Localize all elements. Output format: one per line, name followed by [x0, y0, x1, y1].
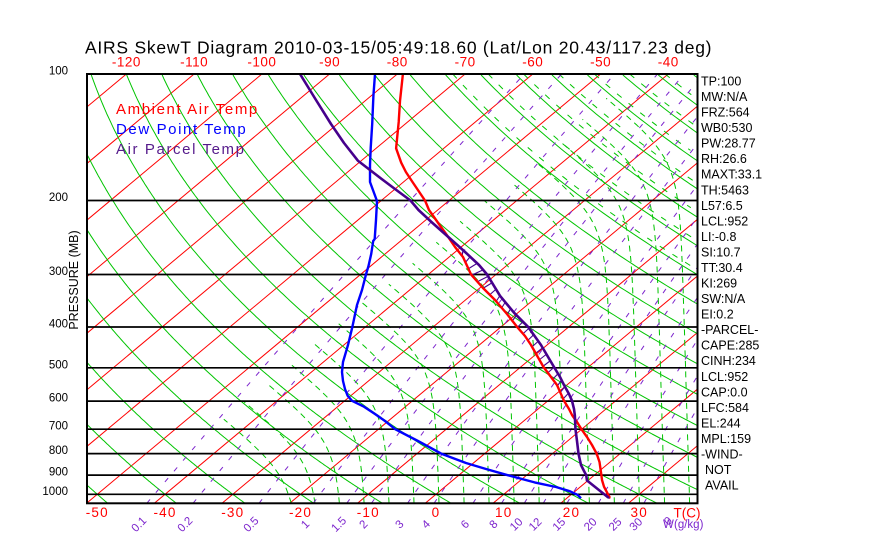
- svg-text:MW:N/A: MW:N/A: [701, 90, 748, 104]
- svg-text:TT:30.4: TT:30.4: [701, 261, 743, 275]
- svg-text:SI:10.7: SI:10.7: [701, 245, 741, 259]
- svg-text:200: 200: [49, 192, 68, 204]
- svg-text:TH:5463: TH:5463: [701, 183, 749, 197]
- svg-text:T(C): T(C): [674, 506, 701, 521]
- svg-text:MAXT:33.1: MAXT:33.1: [701, 168, 762, 182]
- svg-text:700: 700: [49, 421, 68, 433]
- svg-text:AIRS SkewT Diagram 2010-03-15/: AIRS SkewT Diagram 2010-03-15/05:49:18.6…: [85, 38, 712, 58]
- svg-text:-120: -120: [112, 55, 141, 70]
- svg-text:LFC:584: LFC:584: [701, 401, 749, 415]
- svg-text:EL:244: EL:244: [701, 416, 741, 430]
- svg-text:-50: -50: [590, 55, 611, 70]
- svg-text:Air Parcel Temp: Air Parcel Temp: [116, 141, 246, 158]
- svg-text:TP:100: TP:100: [701, 75, 741, 89]
- svg-text:0: 0: [432, 505, 441, 520]
- svg-text:Dew Point Temp: Dew Point Temp: [116, 121, 247, 138]
- svg-text:Ambient Air Temp: Ambient Air Temp: [116, 101, 259, 118]
- svg-text:20: 20: [563, 505, 580, 520]
- svg-text:-WIND-: -WIND-: [701, 448, 743, 462]
- svg-text:30: 30: [630, 505, 647, 520]
- svg-text:1000: 1000: [42, 486, 68, 498]
- svg-text:CINH:234: CINH:234: [701, 354, 756, 368]
- svg-text:-80: -80: [387, 55, 408, 70]
- svg-text:(g/kg): (g/kg): [674, 519, 704, 531]
- svg-text:-50: -50: [86, 505, 109, 520]
- svg-text:-10: -10: [357, 505, 380, 520]
- svg-text:900: 900: [49, 467, 68, 479]
- svg-text:-20: -20: [289, 505, 312, 520]
- svg-text:KI:269: KI:269: [701, 277, 737, 291]
- svg-text:WB0:530: WB0:530: [701, 121, 752, 135]
- svg-text:-60: -60: [522, 55, 543, 70]
- svg-text:L57:6.5: L57:6.5: [701, 199, 743, 213]
- svg-text:LCL:952: LCL:952: [701, 370, 748, 384]
- svg-text:PRESSURE (MB): PRESSURE (MB): [67, 230, 81, 329]
- svg-text:PW:28.77: PW:28.77: [701, 137, 756, 151]
- svg-text:MPL:159: MPL:159: [701, 432, 751, 446]
- svg-text:500: 500: [49, 359, 68, 371]
- svg-text:LI:-0.8: LI:-0.8: [701, 230, 736, 244]
- svg-text:-100: -100: [247, 55, 276, 70]
- svg-text:EI:0.2: EI:0.2: [701, 308, 734, 322]
- svg-text:LCL:952: LCL:952: [701, 214, 748, 228]
- svg-text:-90: -90: [319, 55, 340, 70]
- svg-text:CAPE:285: CAPE:285: [701, 339, 759, 353]
- svg-text:NOT: NOT: [705, 463, 732, 477]
- svg-text:800: 800: [49, 445, 68, 457]
- svg-text:100: 100: [49, 66, 68, 78]
- svg-text:W: W: [663, 519, 674, 531]
- svg-text:400: 400: [49, 319, 68, 331]
- svg-text:CAP:0.0: CAP:0.0: [701, 385, 748, 399]
- svg-text:-PARCEL-: -PARCEL-: [701, 323, 758, 337]
- svg-text:10: 10: [495, 505, 512, 520]
- svg-text:AVAIL: AVAIL: [705, 479, 739, 493]
- svg-text:-110: -110: [180, 55, 208, 70]
- svg-text:FRZ:564: FRZ:564: [701, 106, 750, 120]
- svg-text:SW:N/A: SW:N/A: [701, 292, 746, 306]
- svg-text:-30: -30: [221, 505, 244, 520]
- svg-text:-40: -40: [658, 55, 679, 70]
- svg-text:RH:26.6: RH:26.6: [701, 152, 747, 166]
- svg-text:-70: -70: [455, 55, 476, 70]
- svg-text:-40: -40: [153, 505, 176, 520]
- svg-text:300: 300: [49, 266, 68, 278]
- svg-text:600: 600: [49, 393, 68, 405]
